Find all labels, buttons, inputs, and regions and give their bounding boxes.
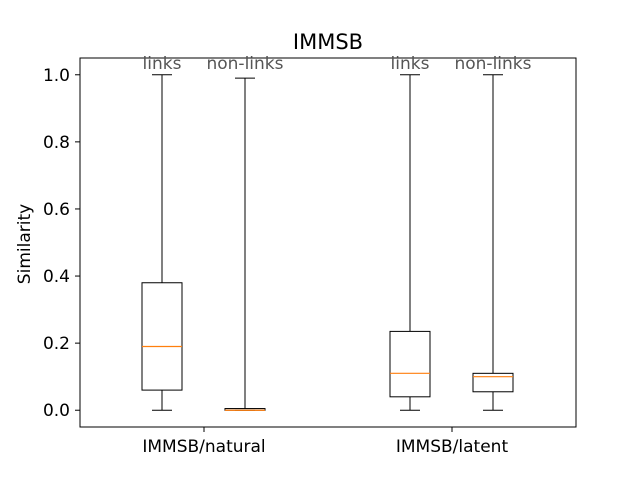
y-tick-label: 0.0 bbox=[43, 401, 70, 421]
box-annotation-label: non-links bbox=[206, 54, 283, 74]
box-annotation-label: links bbox=[391, 54, 430, 74]
x-tick-label: IMMSB/natural bbox=[142, 437, 265, 457]
chart-title: IMMSB bbox=[293, 30, 363, 54]
y-tick-label: 0.8 bbox=[43, 133, 70, 153]
y-tick-label: 0.6 bbox=[43, 200, 70, 220]
box-body bbox=[389, 330, 431, 398]
y-axis-label: Similarity bbox=[15, 204, 35, 284]
box-annotation-label: non-links bbox=[454, 54, 531, 74]
x-tick-label: IMMSB/latent bbox=[396, 437, 509, 457]
y-tick-label: 0.2 bbox=[43, 334, 70, 354]
plot-area: 0.0 0.2 0.4 0.6 0.8 1.0 IMMSB/natural IMMSB/lat… bbox=[43, 54, 577, 457]
box-annotation-label: links bbox=[143, 54, 182, 74]
y-tick-label: 0.4 bbox=[43, 267, 70, 287]
box-body bbox=[472, 372, 514, 393]
box-body bbox=[141, 282, 183, 391]
plot-frame bbox=[79, 57, 577, 428]
y-tick-label: 1.0 bbox=[43, 66, 70, 86]
